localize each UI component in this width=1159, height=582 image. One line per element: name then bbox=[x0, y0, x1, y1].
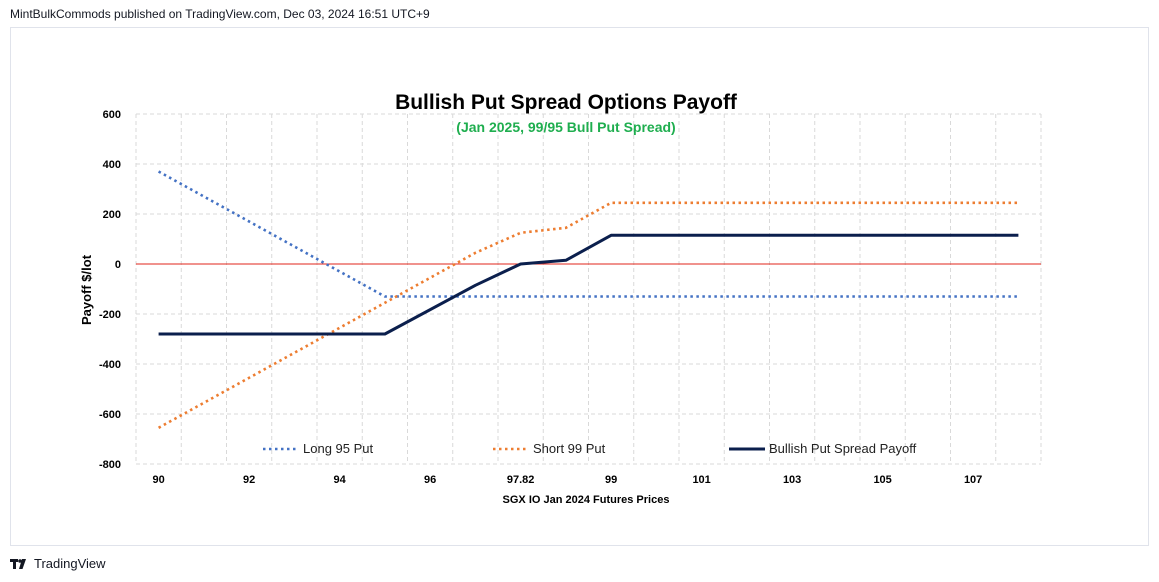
y-tick-label: -200 bbox=[99, 309, 121, 321]
x-tick-label: 97.82 bbox=[507, 474, 535, 486]
series-line-0 bbox=[157, 170, 1019, 298]
x-tick-label: 94 bbox=[334, 474, 347, 486]
legend-label: Long 95 Put bbox=[303, 441, 374, 456]
y-tick-label: -600 bbox=[99, 409, 121, 421]
y-tick-label: 0 bbox=[115, 259, 121, 271]
x-tick-label: 90 bbox=[153, 474, 165, 486]
x-axis-label: SGX IO Jan 2024 Futures Prices bbox=[503, 494, 670, 506]
legend-label: Short 99 Put bbox=[533, 441, 606, 456]
publisher-line: MintBulkCommods published on TradingView… bbox=[10, 7, 430, 21]
x-tick-labels: 90 92 94 96 97.82 99 101 103 105 107 bbox=[153, 474, 983, 486]
legend-label: Bullish Put Spread Payoff bbox=[769, 441, 917, 456]
y-tick-label: -400 bbox=[99, 359, 121, 371]
chart-title: Bullish Put Spread Options Payoff bbox=[395, 91, 738, 114]
series-layer bbox=[157, 170, 1019, 429]
x-tick-label: 101 bbox=[692, 474, 710, 486]
x-tick-label: 107 bbox=[964, 474, 982, 486]
chart-subtitle: (Jan 2025, 99/95 Bull Put Spread) bbox=[456, 119, 675, 135]
chart-svg: 600 400 200 0 -200 -400 -600 -800 90 92 94 96 97.82… bbox=[79, 91, 1042, 506]
y-tick-label: 600 bbox=[103, 109, 121, 121]
grid-layer bbox=[135, 113, 1042, 465]
legend: Long 95 Put Short 99 Put Bullish Put Sprea… bbox=[263, 441, 917, 456]
series-line-2 bbox=[158, 233, 1019, 336]
x-tick-label: 99 bbox=[605, 474, 617, 486]
x-tick-label: 96 bbox=[424, 474, 436, 486]
x-tick-label: 105 bbox=[873, 474, 891, 486]
series-line-1 bbox=[157, 201, 1019, 429]
x-tick-label: 92 bbox=[243, 474, 255, 486]
y-tick-labels: 600 400 200 0 -200 -400 -600 -800 bbox=[99, 109, 121, 471]
y-tick-label: 400 bbox=[103, 159, 121, 171]
tradingview-brand: TradingView bbox=[34, 556, 106, 571]
x-tick-label: 103 bbox=[783, 474, 801, 486]
y-tick-label: -800 bbox=[99, 459, 121, 471]
y-axis-label: Payoff $/lot bbox=[79, 254, 94, 325]
tradingview-logo-icon bbox=[10, 558, 26, 569]
footer: TradingView bbox=[10, 556, 106, 571]
y-tick-label: 200 bbox=[103, 209, 121, 221]
chart-frame: 600 400 200 0 -200 -400 -600 -800 90 92 94 96 97.82… bbox=[10, 27, 1149, 546]
